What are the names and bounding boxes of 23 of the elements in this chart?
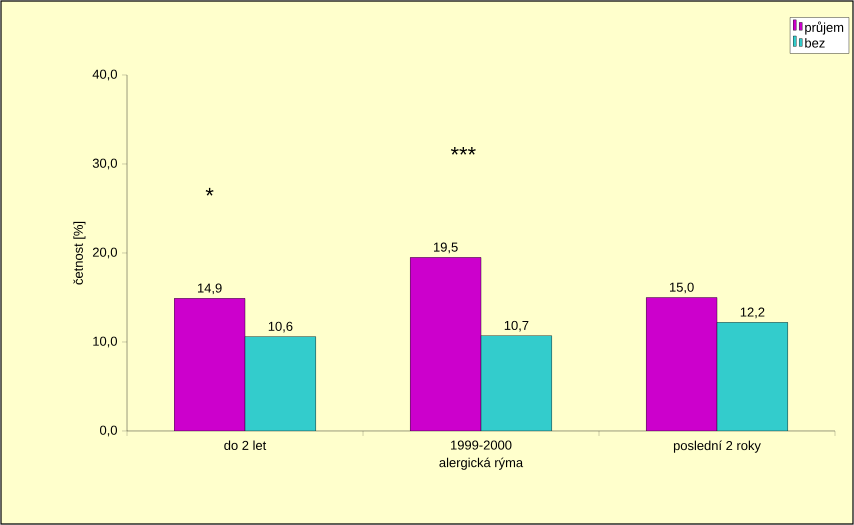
bar bbox=[716, 322, 788, 431]
data-label: 10,6 bbox=[268, 322, 292, 332]
y-tick-label: 0,0 bbox=[100, 426, 117, 436]
annotation: *** bbox=[450, 146, 476, 155]
y-tick-label: 20,0 bbox=[92, 248, 117, 258]
data-label: 19,5 bbox=[434, 242, 458, 254]
y-tick-label: 10,0 bbox=[93, 336, 117, 348]
y-tick-label: 30,0 bbox=[92, 158, 117, 170]
x-tick-label: 1999-2000 bbox=[451, 440, 512, 450]
y-axis-title: četnost [%] bbox=[73, 222, 86, 284]
y-tick-label: 40,0 bbox=[92, 70, 117, 80]
bar bbox=[245, 336, 316, 431]
data-label: 12,2 bbox=[740, 308, 764, 318]
data-label: 14,9 bbox=[198, 283, 222, 294]
x-tick-label: do 2 let bbox=[224, 440, 266, 450]
data-label: 15,0 bbox=[670, 282, 694, 294]
bar bbox=[481, 336, 552, 431]
legend-label: bez bbox=[805, 38, 825, 48]
data-label: 10,7 bbox=[504, 320, 528, 332]
annotation: * bbox=[206, 188, 214, 196]
x-tick-label: poslední 2 roky bbox=[674, 440, 761, 453]
x-axis-title: alergická rýma bbox=[439, 458, 524, 470]
legend-label: průjem bbox=[805, 21, 844, 35]
